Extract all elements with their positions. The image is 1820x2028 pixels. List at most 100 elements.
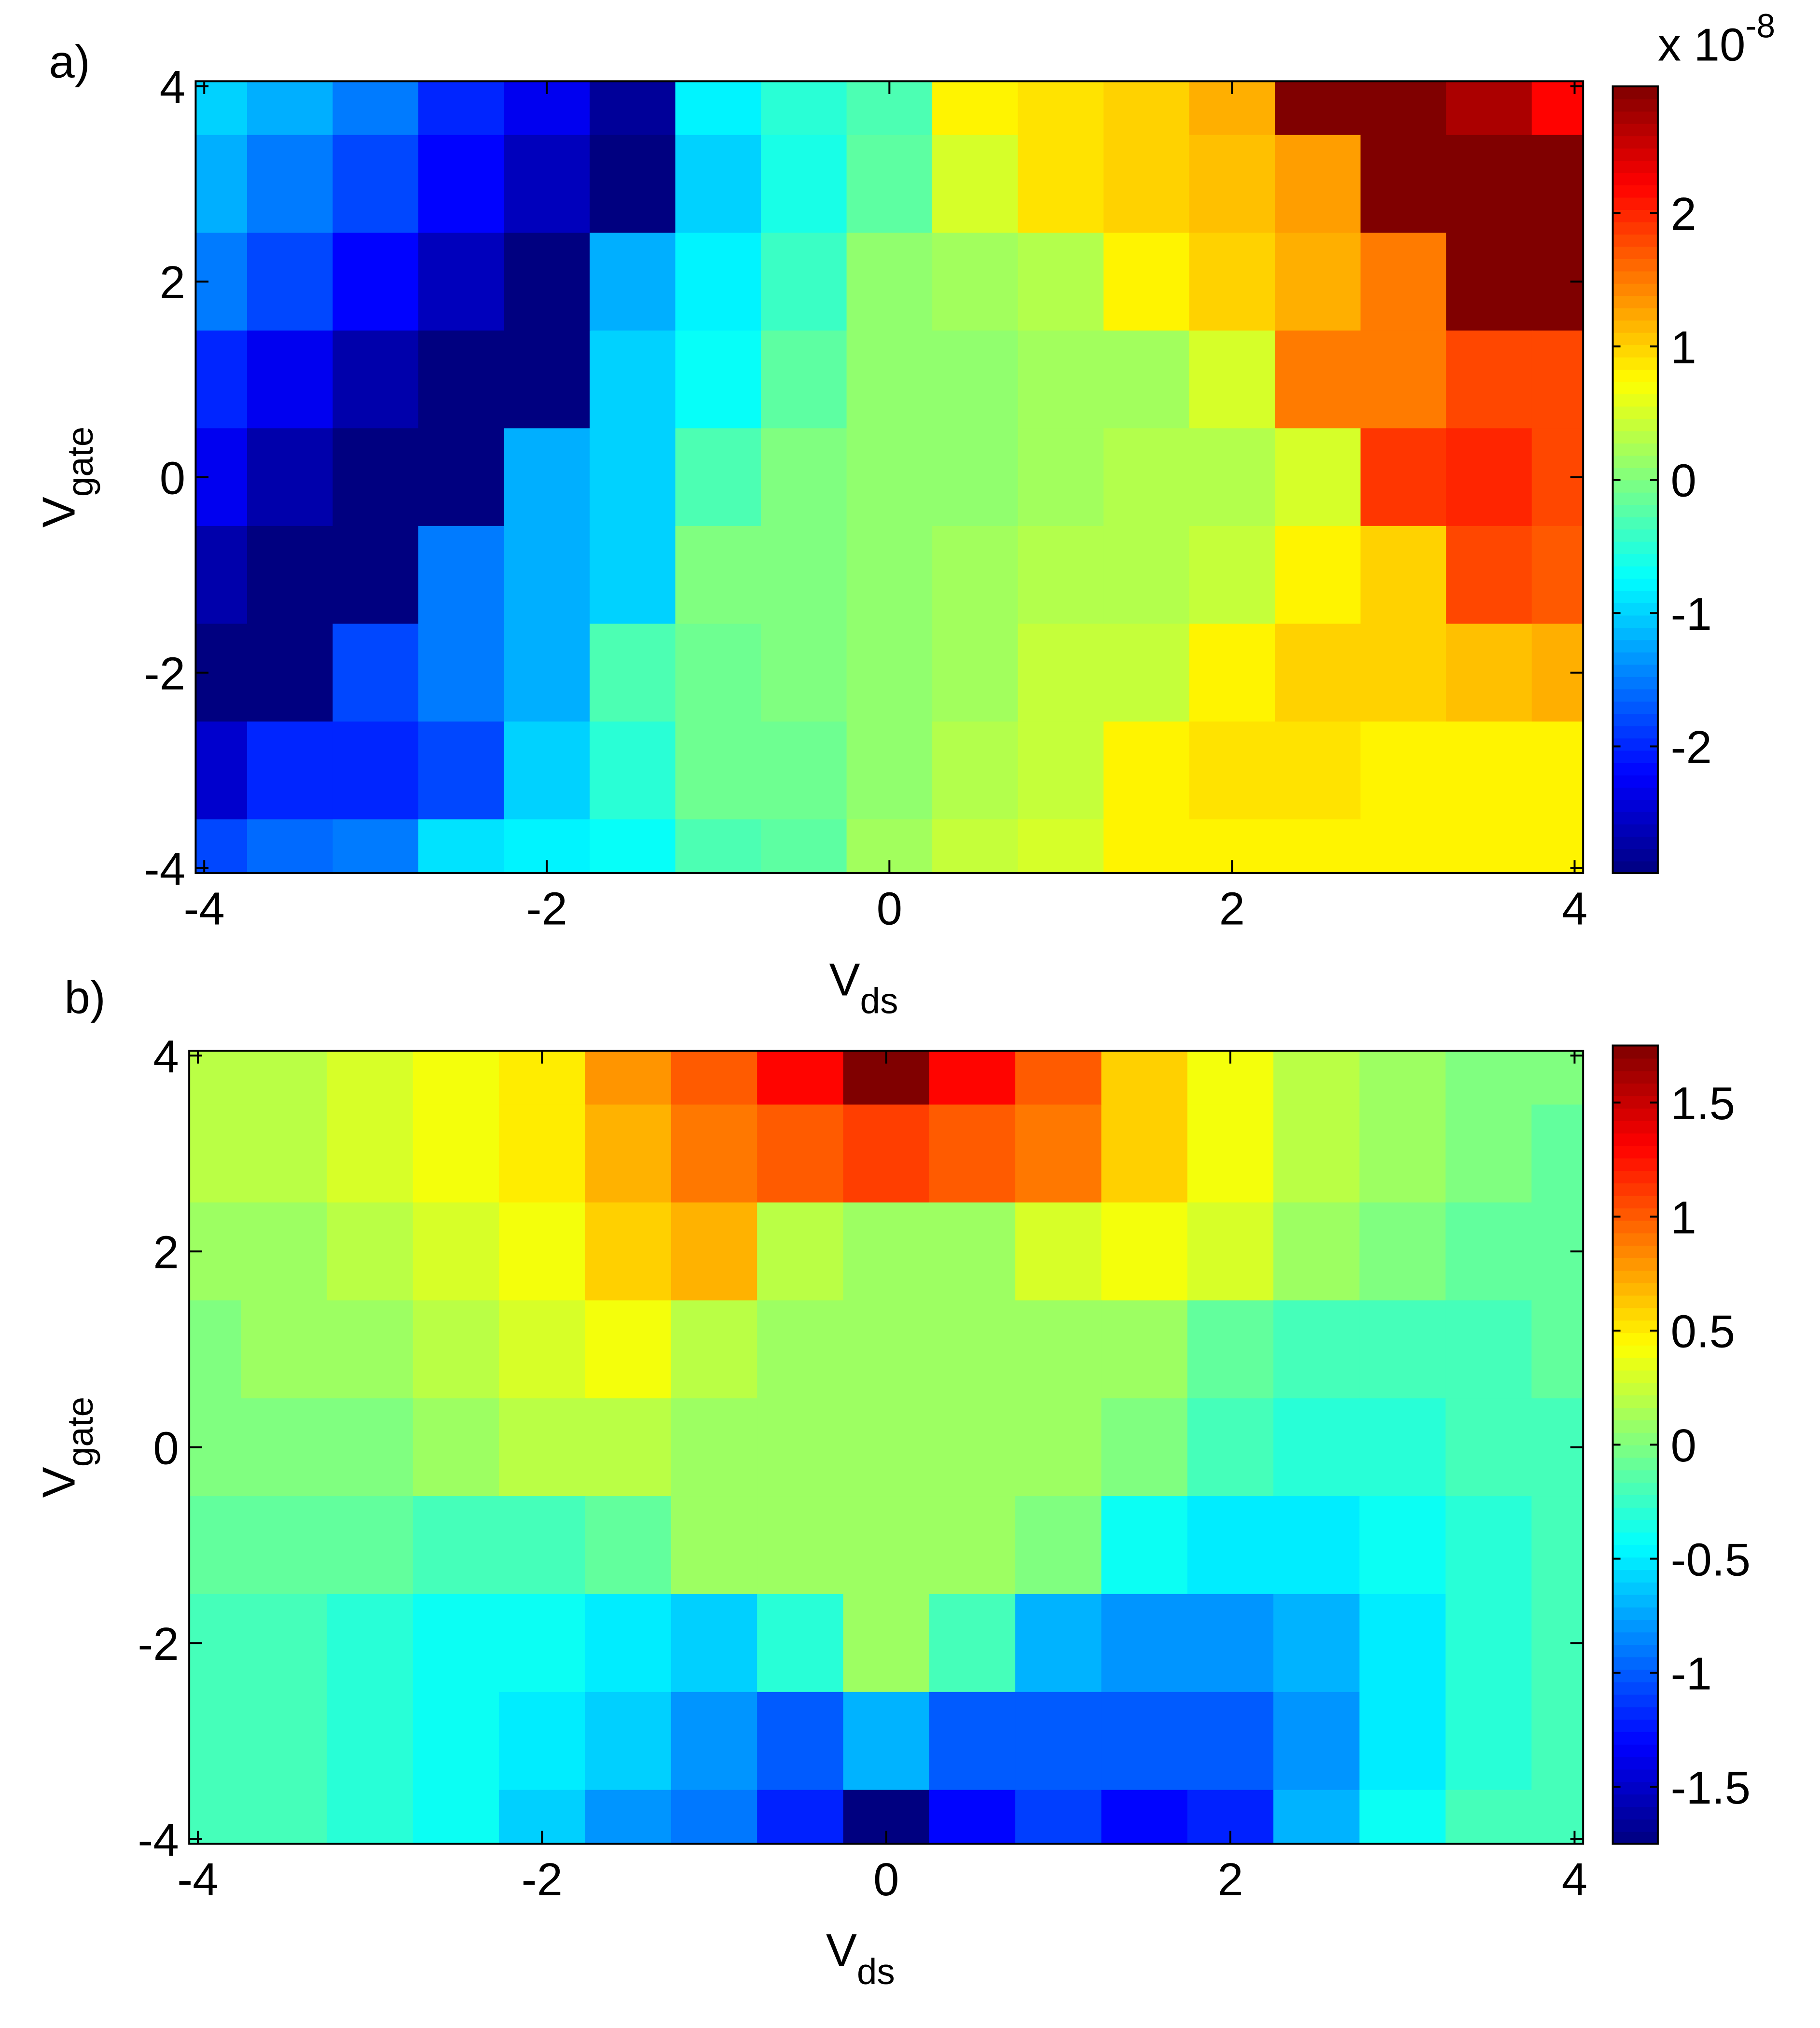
heatmap-cell: [761, 81, 848, 136]
heatmap-cell: [418, 624, 505, 722]
colorbar-swatch: [1613, 787, 1658, 800]
heatmap-cell: [1103, 624, 1190, 722]
colorbar-swatch: [1613, 1070, 1658, 1084]
heatmap-cell: [585, 1496, 672, 1595]
heatmap-cell: [1445, 1692, 1532, 1791]
x-axis-label: Vds: [826, 1925, 895, 1992]
y-tick-label: 0: [153, 1422, 179, 1474]
colorbar-swatch: [1613, 160, 1658, 173]
colorbar-tick-label: -2: [1671, 722, 1712, 773]
heatmap-cell: [1103, 233, 1190, 332]
colorbar-swatch: [1613, 98, 1658, 112]
colorbar-swatch: [1613, 357, 1658, 370]
heatmap-cell: [504, 428, 591, 527]
heatmap-cell: [1446, 233, 1533, 332]
panel-label: b): [64, 972, 105, 1024]
heatmap-cell: [1187, 1594, 1274, 1693]
heatmap-cell: [1189, 135, 1276, 234]
colorbar-swatch: [1613, 172, 1658, 186]
colorbar-swatch: [1613, 467, 1658, 481]
colorbar-tick-label: -1: [1671, 1648, 1712, 1700]
colorbar-swatch: [1613, 1631, 1658, 1645]
heatmap-cell: [327, 1051, 414, 1106]
colorbar-swatch: [1613, 111, 1658, 124]
heatmap-cell: [843, 1104, 930, 1204]
heatmap-cell: [1103, 721, 1190, 820]
colorbar-swatch: [1613, 1282, 1658, 1296]
colorbar-swatch: [1613, 811, 1658, 825]
x-tick-label: -4: [184, 883, 225, 935]
colorbar-swatch: [1613, 492, 1658, 505]
colorbar-swatch: [1613, 1707, 1658, 1720]
x-tick-label: -4: [177, 1854, 218, 1905]
heatmap-cell: [1018, 330, 1104, 429]
heatmap-cell: [327, 1300, 414, 1399]
heatmap-cell: [1018, 624, 1104, 722]
colorbar-swatch: [1613, 246, 1658, 259]
heatmap-cell: [1018, 428, 1104, 527]
heatmap-cell: [1445, 1051, 1532, 1106]
colorbar-swatch: [1613, 479, 1658, 493]
x-tick-label: 2: [1219, 883, 1245, 935]
heatmap-cell: [1531, 1104, 1584, 1204]
heatmap-cell: [843, 1398, 930, 1497]
y-axis-label: Vgate: [33, 1397, 100, 1498]
colorbar-swatch: [1613, 664, 1658, 677]
colorbar-swatch: [1613, 1681, 1658, 1695]
heatmap-cell: [499, 1594, 586, 1693]
heatmap-cell: [1446, 81, 1533, 136]
heatmap-cell: [413, 1496, 500, 1595]
heatmap-cell: [675, 330, 762, 429]
heatmap-cell: [327, 1398, 414, 1497]
y-axis-label-sub: gate: [60, 1397, 100, 1467]
colorbar-exponent: x 10-8: [1658, 7, 1775, 71]
heatmap-cell: [418, 233, 505, 332]
heatmap-cell: [757, 1398, 844, 1497]
heatmap-cell: [590, 624, 676, 722]
colorbar-swatch: [1613, 1245, 1658, 1259]
heatmap-cell: [929, 1398, 1016, 1497]
heatmap-cell: [1531, 1692, 1584, 1791]
heatmap-cell: [504, 526, 591, 625]
colorbar-swatch: [1613, 148, 1658, 161]
colorbar-swatch: [1613, 1756, 1658, 1770]
heatmap-cell: [504, 624, 591, 722]
heatmap-cell: [585, 1104, 672, 1204]
heatmap-cell: [675, 81, 762, 136]
colorbar-tick-label: 2: [1671, 188, 1696, 240]
heatmap-cell: [1101, 1051, 1188, 1106]
x-tick-label: -2: [526, 883, 567, 935]
colorbar-swatch: [1613, 1232, 1658, 1246]
x-tick-label: 0: [873, 1854, 899, 1905]
heatmap-cell: [1360, 330, 1447, 429]
heatmap-cell: [1360, 135, 1447, 234]
colorbar-swatch: [1613, 1806, 1658, 1820]
heatmap-cell: [1531, 526, 1584, 625]
heatmap-cell: [1360, 819, 1447, 873]
colorbar-swatch: [1613, 848, 1658, 861]
colorbar-swatch: [1613, 1257, 1658, 1271]
heatmap-cell: [1359, 1202, 1447, 1301]
heatmap-cell: [332, 526, 419, 625]
heatmap-cell: [504, 135, 591, 234]
y-axis-label-main: V: [33, 497, 85, 528]
colorbar-tick-label: 0: [1671, 1420, 1696, 1472]
heatmap-cell: [418, 135, 505, 234]
heatmap-cell: [590, 721, 676, 820]
colorbar-swatch: [1613, 504, 1658, 517]
colorbar-swatch: [1613, 1432, 1658, 1445]
heatmap-cell: [757, 1051, 844, 1106]
y-axis-label: Vgate: [33, 427, 100, 528]
heatmap-cell: [671, 1692, 758, 1791]
heatmap-cell: [932, 428, 1019, 527]
heatmap-cell: [1445, 1496, 1532, 1595]
heatmap-cell: [929, 1790, 1016, 1844]
heatmap-cell: [332, 819, 419, 873]
heatmap-cell: [585, 1051, 672, 1106]
heatmap-cell: [1275, 233, 1362, 332]
colorbar-swatch: [1613, 737, 1658, 751]
colorbar-swatch: [1613, 369, 1658, 382]
heatmap-cell: [1445, 1790, 1532, 1844]
heatmap-cell: [327, 1692, 414, 1791]
